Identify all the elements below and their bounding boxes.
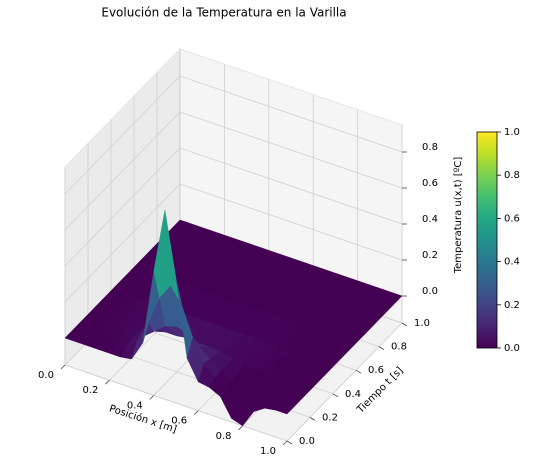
x-tick-label: 0.4: [127, 400, 143, 411]
grid-line: [64, 147, 181, 267]
x-axis-label: Posición x [m]: [108, 402, 179, 435]
colorbar-tick-label: 1.0: [504, 127, 520, 138]
grid-line: [286, 322, 403, 442]
colorbar-tick-label: 0.8: [504, 170, 520, 181]
grid-line: [179, 111, 403, 189]
tick-mark: [105, 379, 110, 385]
grid-line: [179, 147, 403, 225]
tick-mark: [378, 346, 385, 350]
tick-mark: [149, 395, 155, 400]
y-tick-label: 0.8: [391, 342, 407, 353]
tick-mark: [332, 393, 339, 398]
tick-mark: [286, 440, 293, 445]
y-tick-label: 0.2: [322, 412, 338, 423]
y-tick-label: 0.6: [368, 365, 384, 376]
grid-line: [179, 75, 403, 153]
y-tick-label: 0.0: [299, 436, 315, 447]
colorbar-tick-label: 0.2: [504, 300, 520, 311]
z-tick-label: 0.8: [422, 142, 438, 153]
colorbar: [476, 131, 498, 349]
tick-mark: [401, 322, 408, 327]
grid-line: [64, 75, 181, 195]
grid-line: [64, 364, 288, 442]
colorbar-tick-label: 0.0: [504, 343, 520, 354]
y-tick-label: 0.4: [345, 389, 361, 400]
colorbar-tick-label: 0.6: [504, 213, 520, 224]
tick-mark: [193, 410, 199, 415]
z-tick-label: 0.4: [422, 214, 438, 225]
y-tick-label: 1.0: [414, 318, 430, 329]
z-tick-label: 0.0: [422, 286, 438, 297]
x-tick-label: 0.8: [216, 431, 232, 442]
grid-line: [64, 111, 181, 231]
colorbar-tick-label: 0.4: [504, 257, 520, 268]
grid-line: [64, 183, 181, 303]
x-tick-label: 0.0: [38, 370, 54, 381]
tick-mark: [282, 440, 288, 446]
x-tick-label: 1.0: [260, 446, 276, 457]
tick-mark: [355, 369, 362, 374]
tick-mark: [60, 364, 66, 370]
grid-line: [179, 183, 403, 261]
z-tick-label: 0.2: [422, 250, 438, 261]
surface: [64, 210, 403, 427]
x-tick-label: 0.2: [82, 385, 98, 396]
surface-patch: [275, 404, 294, 415]
tick-mark: [238, 425, 243, 431]
z-axis-label: Temperatura u(x,t) [ºC]: [453, 157, 464, 275]
x-tick-label: 0.6: [171, 416, 187, 427]
chart-title: Evolución de la Temperatura en la Varill…: [101, 6, 346, 20]
tick-mark: [309, 417, 316, 421]
z-tick-label: 0.6: [422, 178, 438, 189]
